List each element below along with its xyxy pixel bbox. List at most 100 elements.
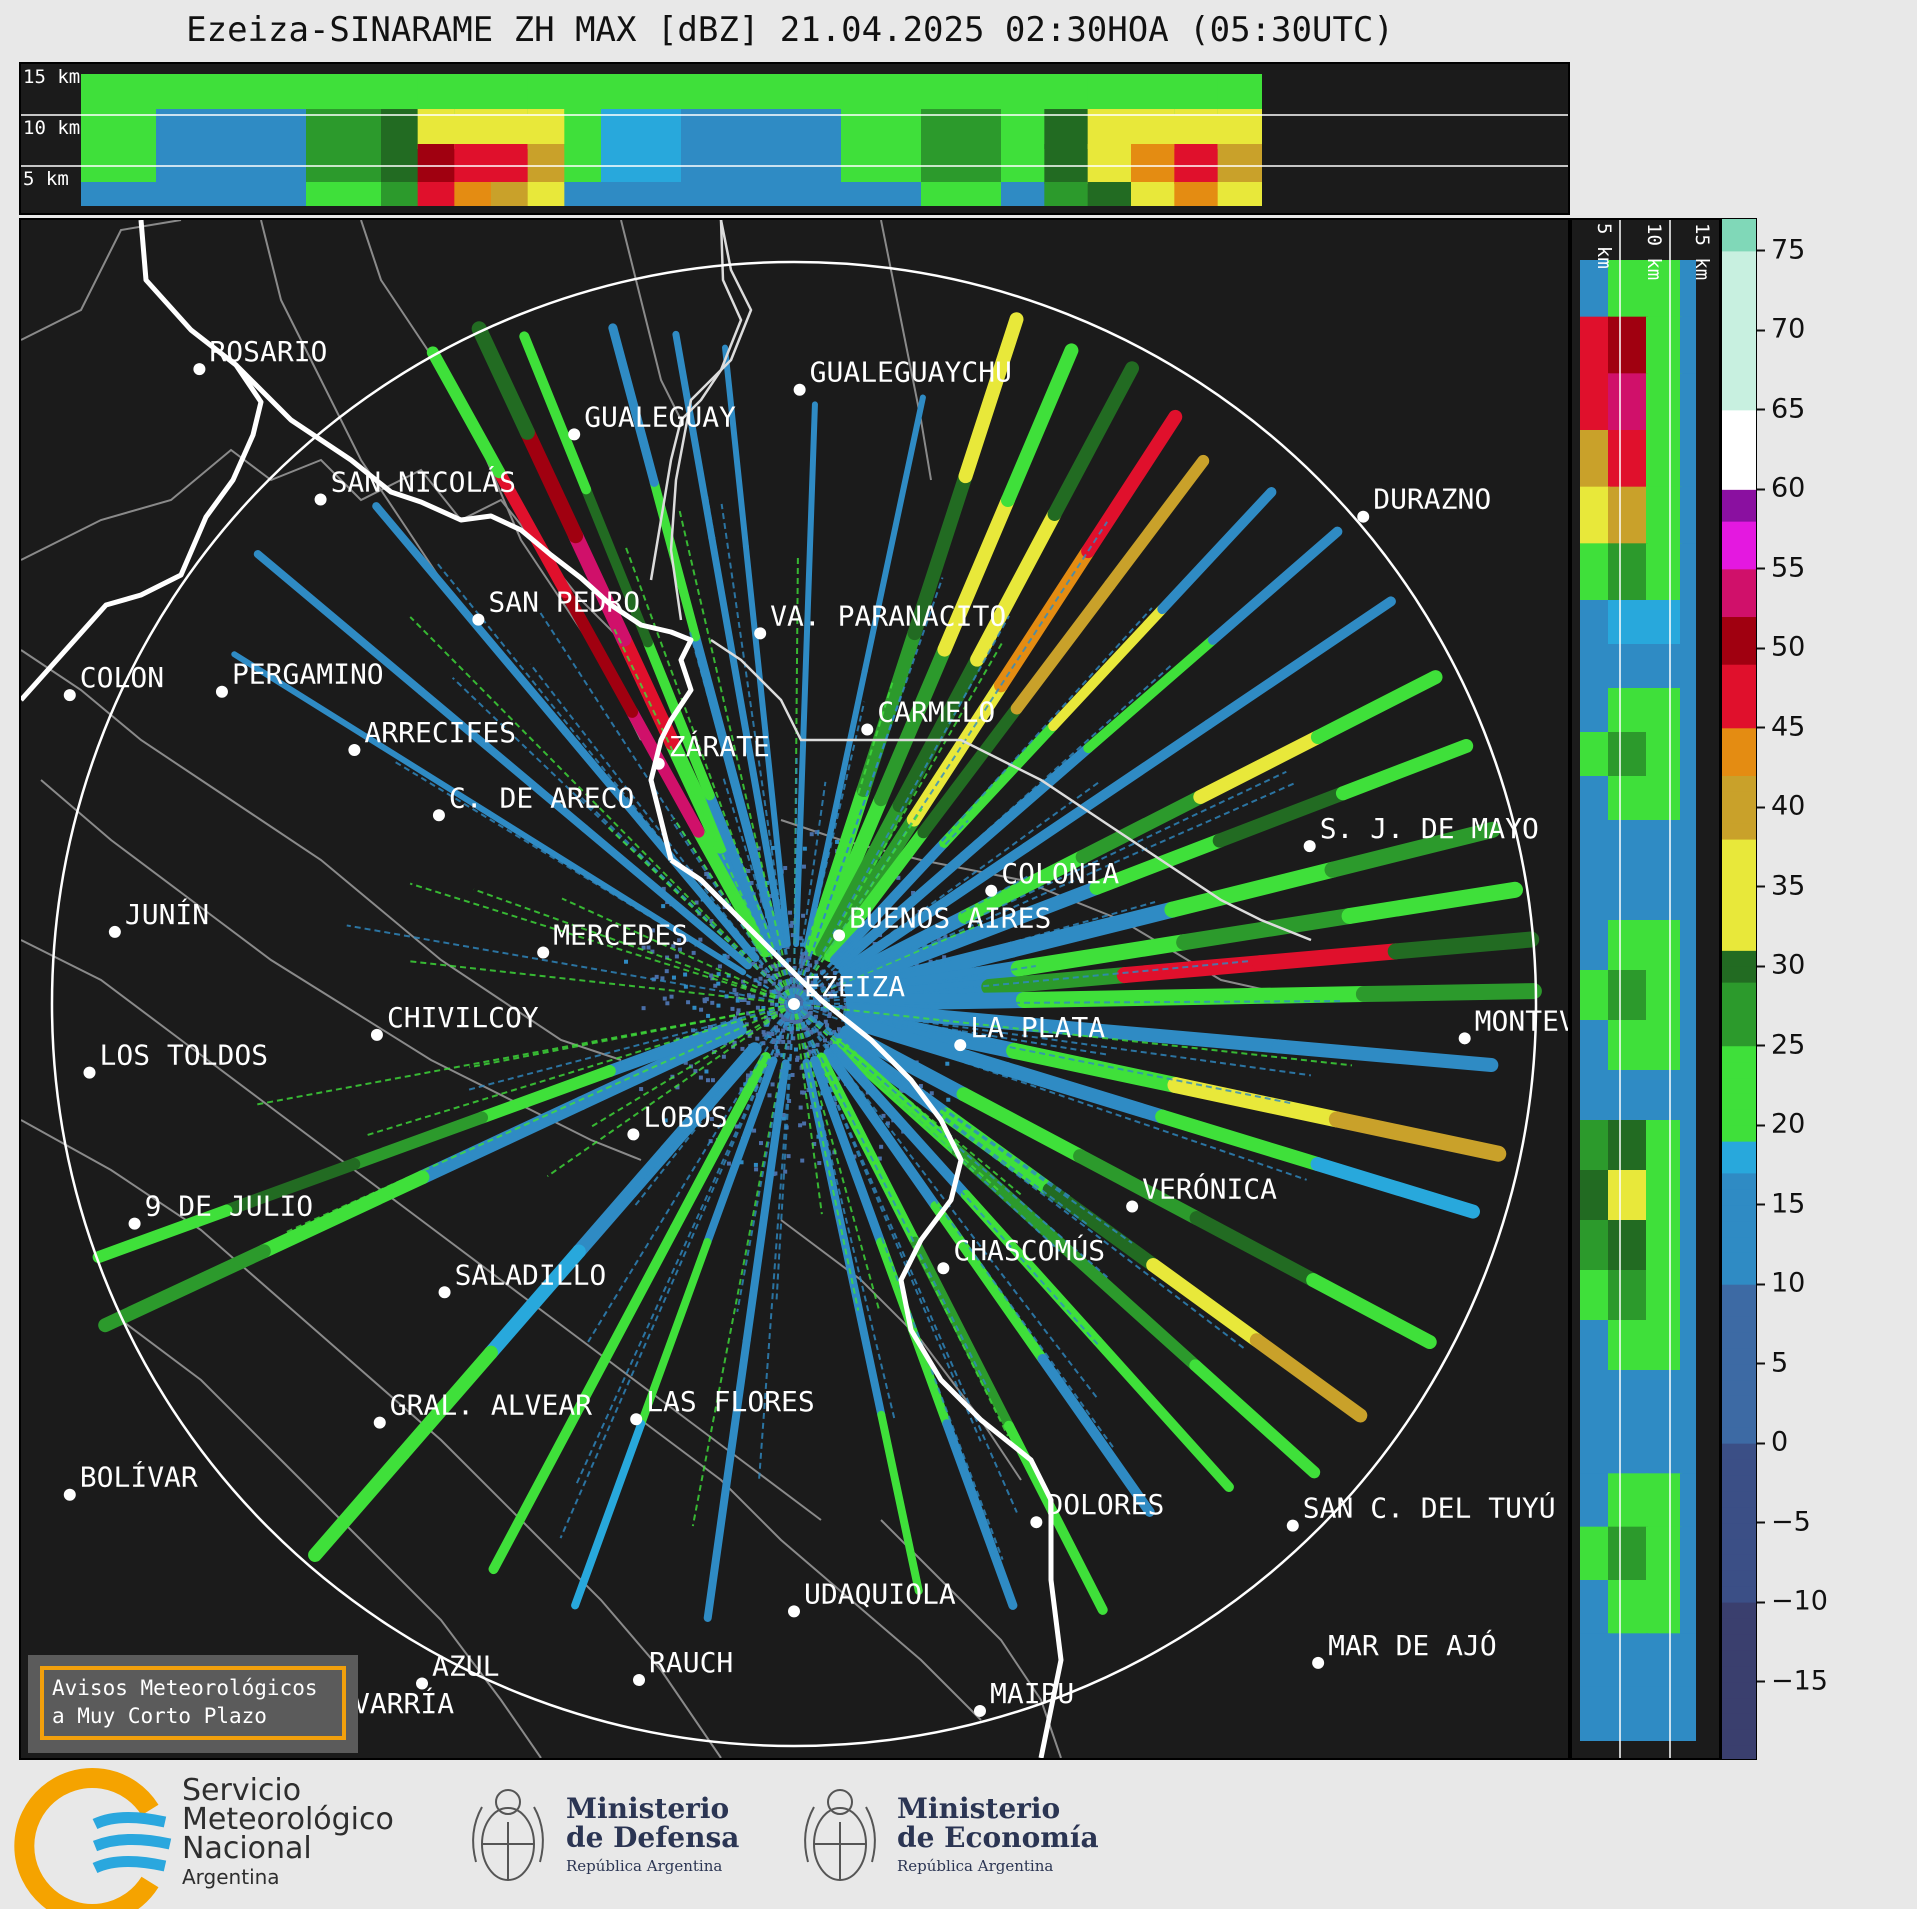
place-label: ARRECIFES [364,716,516,749]
place-marker: ROSARIO [193,335,327,376]
colorbar-tick-label: 45 [1757,711,1805,742]
place-marker: MERCEDES [537,919,688,959]
place-label: ROSARIO [209,335,327,368]
footer-logo-graphics [14,1768,876,1909]
colorbar-tick-label: 0 [1757,1427,1788,1458]
place-label: MONTEVIDEO [1475,1004,1568,1037]
colorbar-tick-label: −10 [1757,1586,1828,1617]
place-marker: DURAZNO [1357,483,1491,523]
colorbar-tick-label: 60 [1757,473,1805,504]
place-marker: S. J. DE MAYO [1303,812,1539,853]
avisos-badge[interactable]: Avisos Meteorológicos a Muy Corto Plazo [28,1655,358,1753]
colorbar-ticks: 75 70 65 60 55 50 45 40 35 30 25 20 15 10 5 0 −5 −10 −15 [1757,218,1907,1760]
top-height-label-10: 10 km [23,117,80,139]
rivers [649,219,1312,942]
economia-line-2: de Economía [897,1821,1099,1854]
place-label: SALADILLO [455,1258,607,1291]
place-label: GUALEGUAYCHU [810,356,1012,389]
smn-line-4: Argentina [182,1865,280,1889]
place-marker: MONTEVIDEO [1458,1004,1643,1045]
colorbar-tick-label: 50 [1757,632,1805,663]
colorbar-tick-label: −15 [1757,1665,1828,1696]
place-marker: MAR DE AJÓ [1312,1628,1497,1669]
chart-title: Ezeiza-SINARAME ZH MAX [dBZ] 21.04.2025 … [186,10,1394,50]
place-marker: LA PLATA [954,1011,1105,1052]
place-label: MAR DE AJÓ [1328,1628,1497,1662]
place-label: GUALEGUAY [584,400,736,433]
place-marker: COLONIA [985,857,1119,897]
place-marker: JUNÍN [108,897,209,938]
colorbar [1721,218,1757,1760]
colorbar-tick-label: 15 [1757,1188,1805,1219]
smn-line-3: Nacional [182,1831,312,1866]
economia-logo-text: Ministerio de Economía República Argenti… [897,1794,1099,1881]
place-label: MAIPU [990,1677,1074,1710]
colorbar-tick-label: 70 [1757,314,1805,345]
place-marker: GUALEGUAY [568,400,736,441]
economia-line-1: Ministerio [897,1792,1061,1825]
place-label: AZUL [432,1649,499,1682]
place-marker: BOLÍVAR [63,1460,198,1501]
smn-line-2: Meteorológico [182,1802,394,1837]
footer-logos: Servicio Meteorológico Nacional Argentin… [0,1762,1917,1909]
place-label: CARMELO [877,695,995,728]
place-marker: SAN C. DEL TUYÚ [1286,1491,1556,1532]
colorbar-tick-label: 25 [1757,1029,1805,1060]
place-marker: 9 DE JULIO [128,1190,313,1230]
place-label: SAN PEDRO [488,586,640,619]
defensa-line-3: República Argentina [566,1857,723,1875]
place-label: ZÁRATE [669,729,770,763]
argentina-coat-of-arms-icon-economia [804,1789,876,1881]
right-height-label-10: 10 km [1643,223,1665,280]
place-markers: ROSARIO GUALEGUAYCHU GUALEGUAY SAN NICOLÁS D… [63,335,1643,1728]
colorbar-svg [1722,219,1756,1759]
place-label: COLONIA [1001,857,1119,890]
colorbar-tick-label: 55 [1757,552,1805,583]
place-label: VA. PARANACITO [770,599,1006,632]
place-marker: UDAQUIOLA [788,1577,956,1618]
colorbar-tick-label: 35 [1757,870,1805,901]
right-height-label-5: 5 km [1593,223,1615,269]
place-label: LAS FLORES [646,1385,815,1418]
place-label: UDAQUIOLA [804,1577,956,1610]
colorbar-tick-label: 30 [1757,950,1805,981]
place-marker: ARRECIFES [348,716,516,757]
defensa-line-2: de Defensa [566,1821,740,1854]
colorbar-tick-label: 75 [1757,234,1805,265]
colorbar-tick-label: 65 [1757,393,1805,424]
radar-map[interactable]: ROSARIO GUALEGUAYCHU GUALEGUAY SAN NICOLÁS D… [19,218,1643,1760]
place-marker: SALADILLO [438,1258,607,1299]
top-height-label-15: 15 km [23,66,80,88]
place-label: DOLORES [1046,1488,1164,1521]
province-borders [20,219,1312,1759]
place-label: CHASCOMÚS [953,1233,1105,1267]
place-marker: GUALEGUAYCHU [793,356,1012,396]
colorbar-tick-label: 20 [1757,1109,1805,1140]
avisos-line-1: Avisos Meteorológicos [52,1676,318,1700]
place-label: COLON [80,661,164,694]
place-marker: VA. PARANACITO [754,599,1006,640]
place-label: SAN C. DEL TUYÚ [1303,1491,1556,1525]
place-marker: LOBOS [627,1100,728,1141]
place-marker: CHIVILCOY [370,1001,539,1041]
right-height-label-15: 15 km [1691,223,1713,280]
right-vertical-profile: 5 km 10 km 15 km [1570,218,1721,1760]
colorbar-tick-label: 40 [1757,791,1805,822]
defensa-line-1: Ministerio [566,1792,730,1825]
place-label: C. DE ARECO [449,781,634,814]
place-label: LOS TOLDOS [100,1039,269,1072]
place-label: BUENOS AIRES [849,901,1051,934]
smn-line-1: Servicio [182,1773,302,1808]
defensa-logo-text: Ministerio de Defensa República Argentin… [566,1794,739,1881]
top-vertical-profile: 15 km 10 km 5 km [19,62,1570,215]
place-label: JUNÍN [125,897,209,931]
place-marker: SAN PEDRO [472,586,640,626]
radar-map-svg: ROSARIO GUALEGUAYCHU GUALEGUAY SAN NICOLÁS D… [19,219,1643,1759]
reflectivity-rays [92,312,1542,1622]
avisos-line-2: a Muy Corto Plazo [52,1704,267,1728]
avisos-box[interactable]: Avisos Meteorológicos a Muy Corto Plazo [40,1666,346,1740]
place-marker: AZUL [416,1649,499,1690]
place-label: GRAL. ALVEAR [390,1389,592,1422]
range-ring [50,260,1538,1748]
place-label: DURAZNO [1373,483,1491,516]
